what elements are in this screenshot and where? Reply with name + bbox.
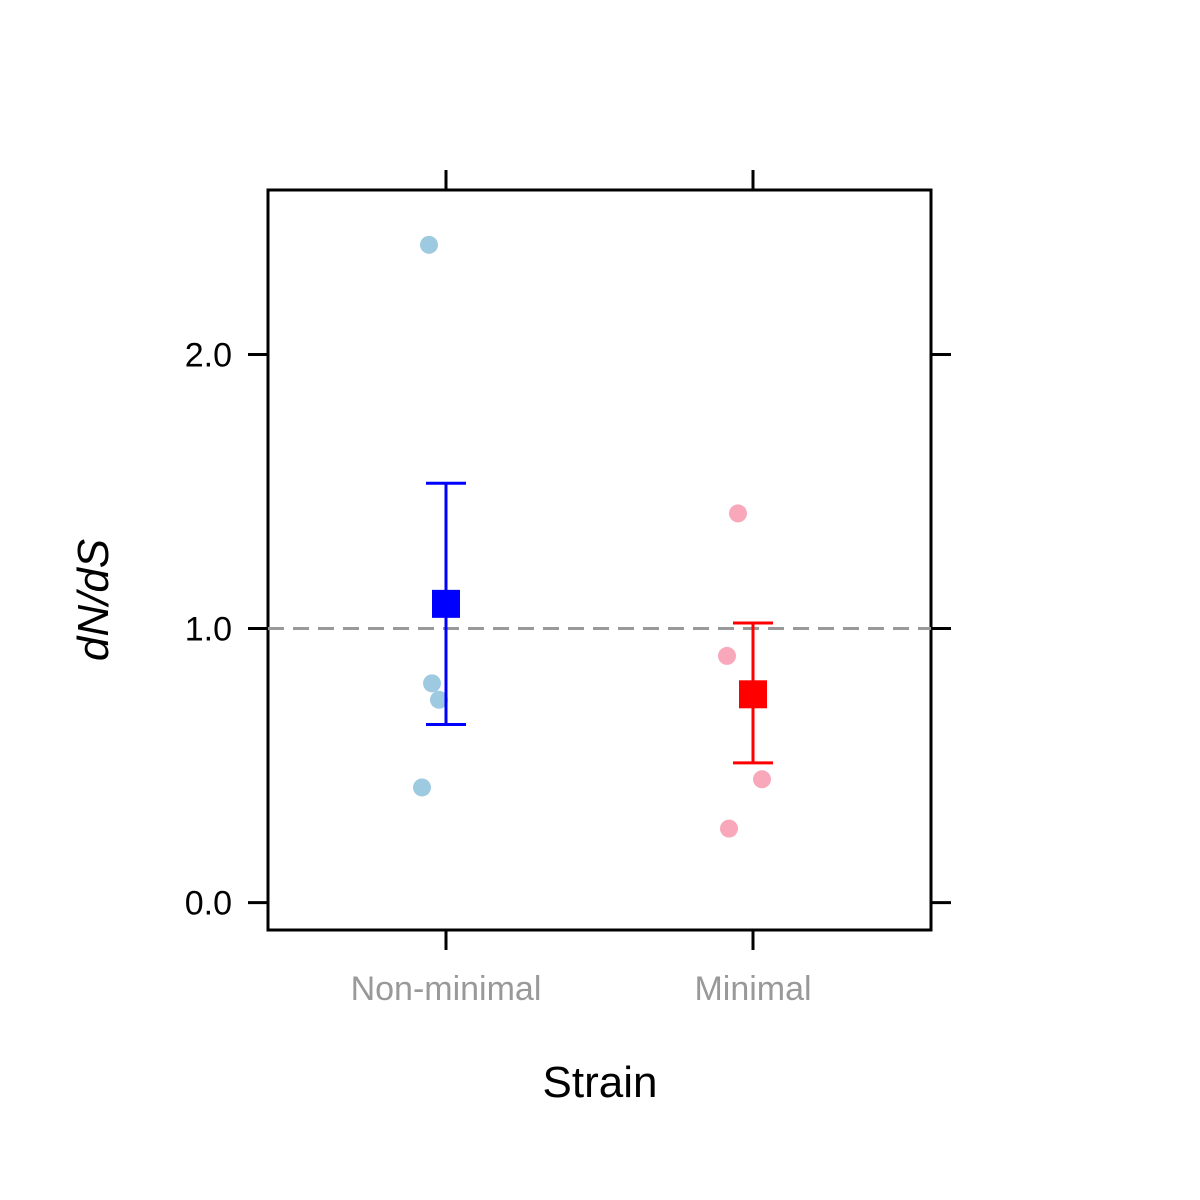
mean-marker xyxy=(739,680,767,709)
data-point xyxy=(729,504,747,523)
plot-frame xyxy=(266,188,933,932)
data-point xyxy=(413,778,431,797)
data-point xyxy=(430,690,448,709)
x-category-label: Non-minimal xyxy=(351,970,542,1008)
x-axis-title: Strain xyxy=(543,1058,658,1107)
y-axis-title: dN/dS xyxy=(69,539,118,661)
data-point xyxy=(753,770,771,789)
y-tick-label: 2.0 xyxy=(185,336,232,374)
y-tick-label: 0.0 xyxy=(185,885,232,923)
data-point xyxy=(720,819,738,838)
x-category-label: Minimal xyxy=(694,970,811,1008)
data-point xyxy=(423,674,441,693)
mean-marker xyxy=(432,589,460,618)
y-tick-label: 1.0 xyxy=(185,611,232,649)
data-point xyxy=(420,235,438,254)
data-point xyxy=(718,646,736,665)
